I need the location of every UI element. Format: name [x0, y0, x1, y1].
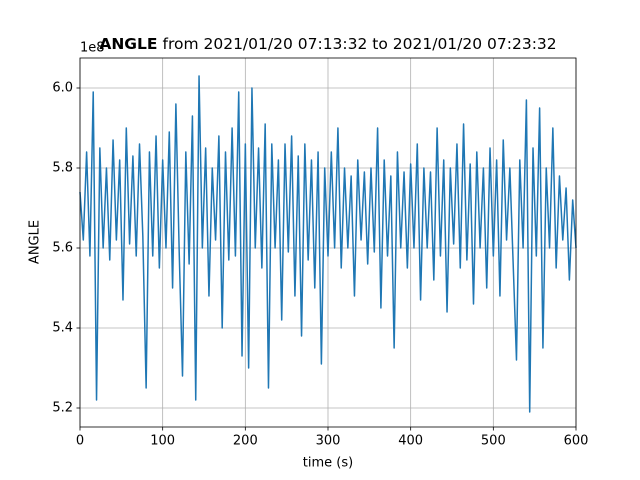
- x-tick-label: 100: [150, 434, 175, 449]
- y-axis-label: ANGLE: [28, 220, 43, 264]
- chart-title: ANGLE from 2021/01/20 07:13:32 to 2021/01…: [99, 35, 556, 53]
- title-rest: from 2021/01/20 07:13:32 to 2021/01/20 0…: [162, 35, 556, 53]
- x-axis-label: time (s): [303, 456, 353, 471]
- x-tick-label: 0: [76, 434, 84, 449]
- x-tick-label: 500: [481, 434, 506, 449]
- title-bold: ANGLE: [99, 35, 157, 53]
- y-tick-label: 5.6: [52, 241, 73, 256]
- x-tick-label: 300: [316, 434, 341, 449]
- data-line: [79, 75, 577, 413]
- x-tick-label: 600: [564, 434, 589, 449]
- offset-label: 1e8: [80, 41, 105, 56]
- x-tick-label: 200: [233, 434, 258, 449]
- y-tick-label: 5.2: [52, 401, 73, 416]
- y-tick-label: 6.0: [52, 81, 73, 96]
- y-tick-label: 5.4: [52, 321, 73, 336]
- y-tick-label: 5.8: [52, 161, 73, 176]
- x-tick-label: 400: [398, 434, 423, 449]
